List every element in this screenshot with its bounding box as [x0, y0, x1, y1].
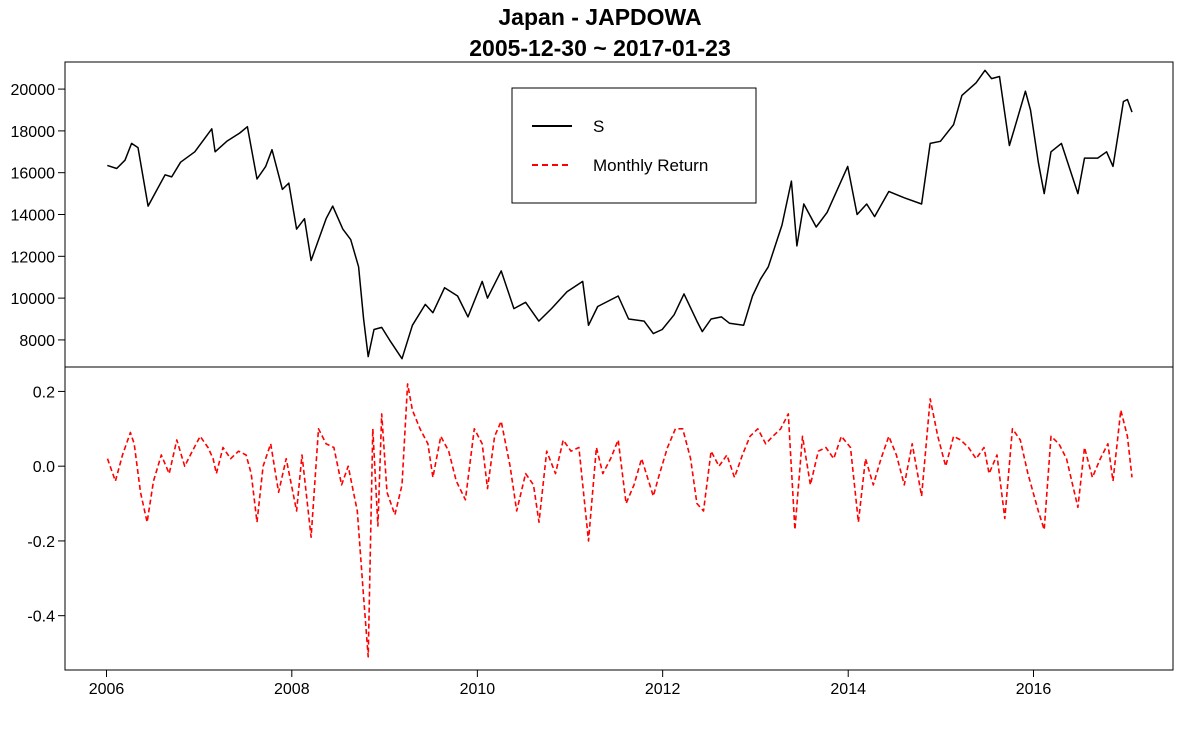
y-tick-label: 12000 — [11, 249, 56, 266]
series-layer — [106, 69, 1133, 658]
chart-title: Japan - JAPDOWA — [498, 4, 702, 30]
legend-box — [511, 87, 757, 204]
x-tick-label: 2014 — [830, 681, 866, 698]
y-tick-label: 14000 — [11, 208, 56, 225]
y-tick-label: 18000 — [11, 124, 56, 141]
x-tick-label: 2006 — [89, 681, 125, 698]
legend-label-monthly-return: Monthly Return — [593, 156, 708, 175]
axis-ticks: 2006 2008 2010 2012 2014 2016 8000 10000 12000 14… — [11, 82, 1052, 698]
y-tick-label: 8000 — [19, 333, 55, 350]
plot-frames — [64, 61, 1174, 671]
y-tick-label: 10000 — [11, 291, 56, 308]
legend: S Monthly Return — [511, 87, 757, 204]
legend-label-s: S — [593, 117, 604, 136]
x-tick-label: 2016 — [1016, 681, 1052, 698]
y-tick-label: 0.2 — [33, 384, 55, 401]
x-tick-label: 2010 — [460, 681, 496, 698]
y-tick-label: -0.2 — [27, 534, 55, 551]
series-line-monthly-return — [106, 383, 1133, 658]
y-tick-label: 16000 — [11, 166, 56, 183]
plot-frame — [64, 61, 1174, 671]
y-tick-label: 20000 — [11, 82, 56, 99]
x-tick-label: 2008 — [274, 681, 310, 698]
y-tick-label: -0.4 — [27, 609, 55, 626]
series-line-s — [107, 69, 1133, 360]
y-tick-label: 0.0 — [33, 459, 55, 476]
chart-subtitle: 2005-12-30 ~ 2017-01-23 — [469, 35, 731, 61]
x-tick-label: 2012 — [645, 681, 681, 698]
